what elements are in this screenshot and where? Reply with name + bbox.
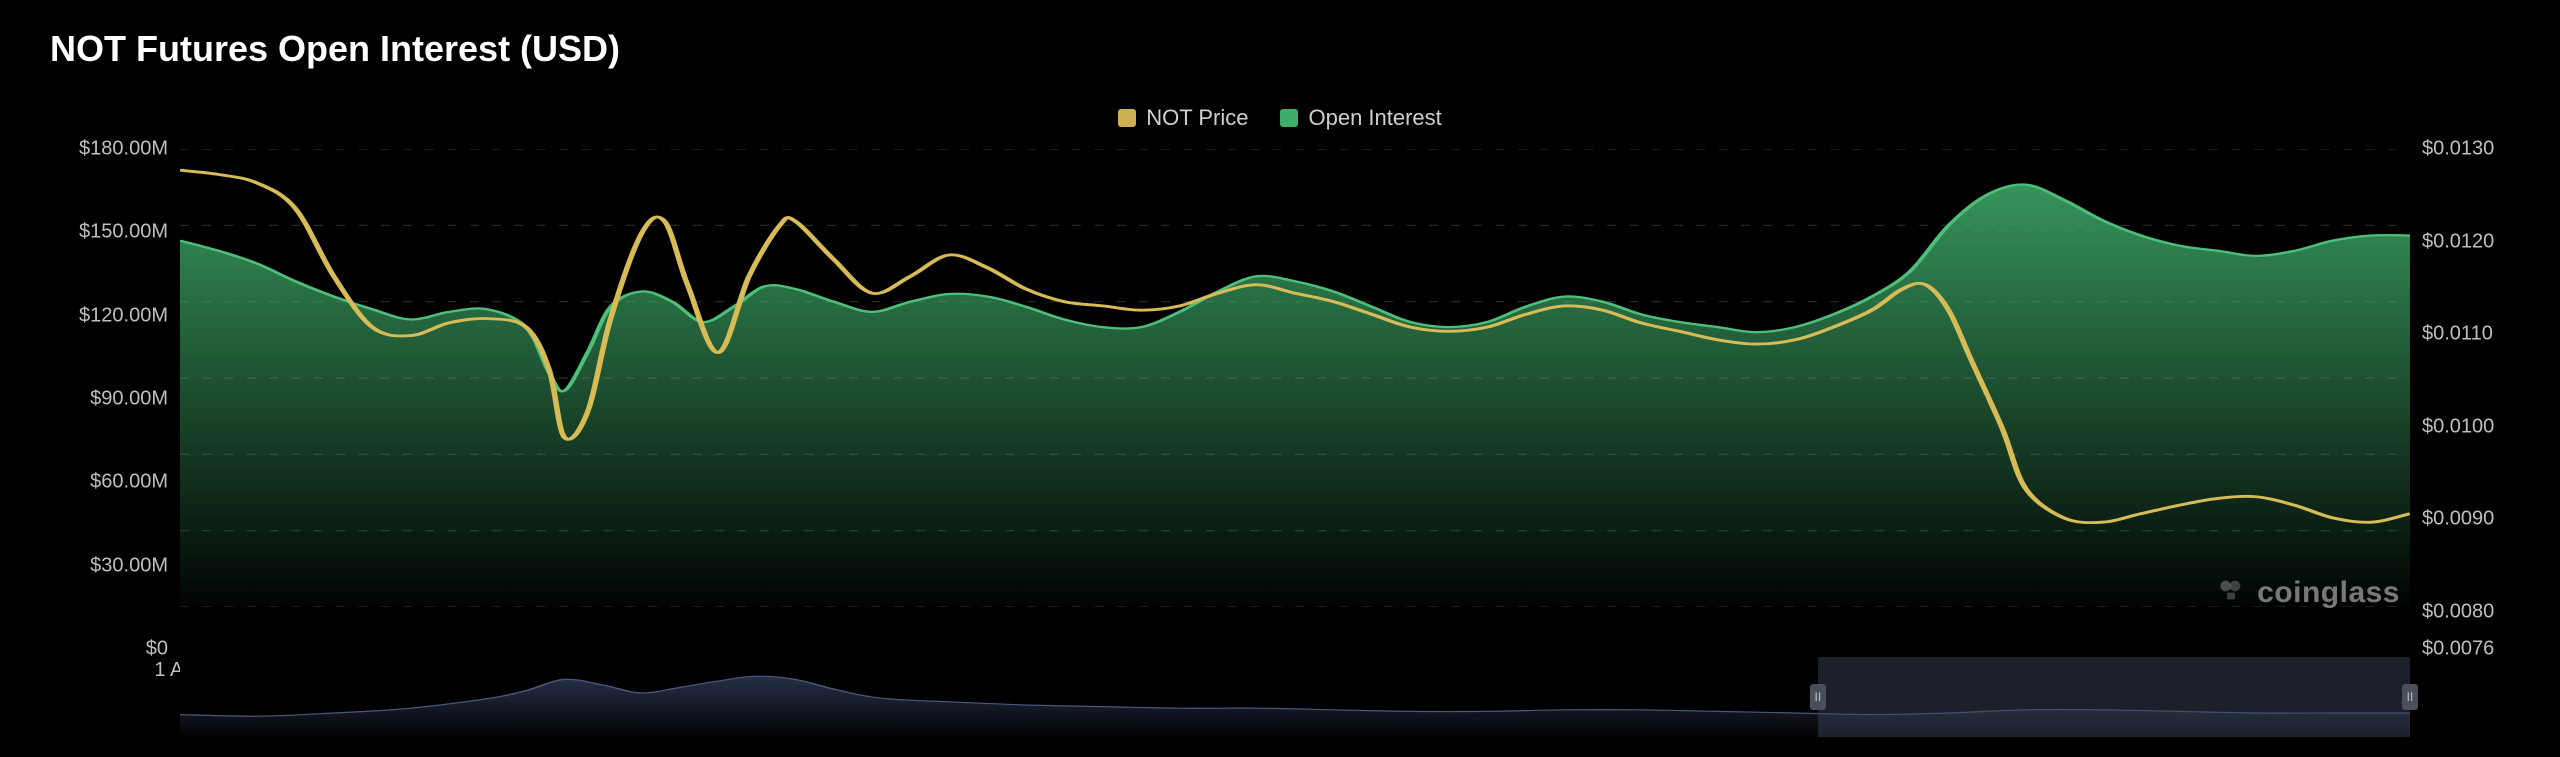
y-right-tick: $0.0110 [2422, 323, 2493, 346]
y-right-tick: $0.0120 [2422, 230, 2494, 253]
y-left-tick: $60.00M [90, 471, 168, 494]
brush-selection[interactable] [1818, 657, 2410, 737]
chart-title: NOT Futures Open Interest (USD) [50, 28, 2510, 70]
y-right-tick: $0.0100 [2422, 415, 2494, 438]
y-right-tick: $0.0130 [2422, 138, 2494, 161]
coinglass-icon [2215, 574, 2247, 611]
y-right-tick: $0.0080 [2422, 600, 2494, 623]
y-left-tick: $90.00M [90, 388, 168, 411]
y-left-tick: $0 [146, 638, 168, 661]
legend-swatch-oi [1280, 109, 1298, 127]
legend-label-oi: Open Interest [1308, 105, 1441, 131]
brush-handle-left[interactable]: II [1810, 684, 1826, 710]
watermark-text: coinglass [2257, 576, 2400, 610]
legend-item-oi[interactable]: Open Interest [1280, 105, 1441, 131]
legend-item-price[interactable]: NOT Price [1118, 105, 1248, 131]
y-right-tick: $0.0090 [2422, 508, 2494, 531]
y-axis-left: $0$30.00M$60.00M$90.00M$120.00M$150.00M$… [50, 149, 180, 649]
legend: NOT Price Open Interest [50, 105, 2510, 131]
y-left-tick: $180.00M [79, 138, 168, 161]
legend-swatch-price [1118, 109, 1136, 127]
plot-area[interactable]: coinglass 1 Aug3 Aug5 Aug7 Aug9 Aug11 Au… [180, 149, 2410, 649]
brush-area[interactable]: II II [180, 657, 2410, 737]
y-left-tick: $30.00M [90, 554, 168, 577]
brush-handle-right[interactable]: II [2402, 684, 2418, 710]
legend-label-price: NOT Price [1146, 105, 1248, 131]
chart-svg [180, 149, 2410, 607]
y-left-tick: $150.00M [79, 221, 168, 244]
watermark: coinglass [2215, 574, 2400, 611]
y-axis-right: $0.0076$0.0080$0.0090$0.0100$0.0110$0.01… [2410, 149, 2510, 649]
brush-row: II II [50, 657, 2510, 737]
chart-area: $0$30.00M$60.00M$90.00M$120.00M$150.00M$… [50, 149, 2510, 649]
y-right-tick: $0.0076 [2422, 638, 2494, 661]
y-left-tick: $120.00M [79, 304, 168, 327]
